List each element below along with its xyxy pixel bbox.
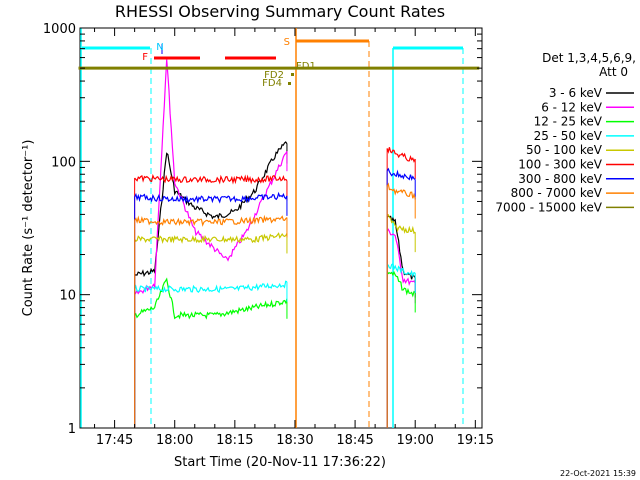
legend-header-1: Det 1,3,4,5,6,9,: [542, 51, 636, 65]
series-line: [134, 141, 288, 278]
x-tick-label: 18:30: [276, 433, 313, 448]
series-line: [386, 228, 416, 287]
x-axis-label: Start Time (20-Nov-11 17:36:22): [174, 455, 386, 470]
plot-frame: [79, 27, 483, 429]
legend-label: 100 - 300 keV: [518, 158, 602, 172]
annotation-label: FD4: [262, 78, 282, 89]
legend-label: 800 - 7000 keV: [511, 186, 603, 200]
overlay-lines: [80, 28, 464, 428]
x-tick-label: 19:15: [457, 433, 494, 448]
x-axis-ticks: 17:45 18:00 18:15 18:30 18:45 19:00 19:15: [94, 28, 494, 448]
annotation-label: FD1: [296, 61, 316, 72]
series-line: [134, 173, 288, 185]
series-line: [386, 213, 416, 235]
series-line: [386, 182, 416, 199]
series-line: [134, 277, 288, 320]
x-tick-label: 18:00: [156, 433, 193, 448]
x-tick-label: 19:00: [396, 433, 433, 448]
legend-label: 6 - 12 keV: [541, 100, 603, 114]
x-tick-label: 17:45: [96, 433, 133, 448]
annotation-label: S: [284, 37, 290, 48]
series-line: [386, 262, 416, 278]
y-tick-label: 10: [59, 289, 76, 304]
annotation-label: F: [142, 52, 148, 63]
legend-label: 25 - 50 keV: [534, 129, 603, 143]
fd4-marker: [288, 82, 291, 85]
y-tick-label: 1: [68, 422, 76, 437]
annotation-label: FD2: [264, 70, 284, 81]
y-axis-label: Count Rate (s⁻¹ detector⁻¹): [21, 140, 36, 317]
legend-label: 7000 - 15000 keV: [495, 200, 602, 214]
x-tick-label: 18:15: [216, 433, 253, 448]
y-axis-ticks: 1 10 100 1000: [43, 22, 482, 437]
legend-label: 3 - 6 keV: [549, 86, 603, 100]
series-layer: [78, 59, 480, 428]
legend-header-2: Att 0: [599, 65, 628, 79]
legend-label: 12 - 25 keV: [534, 115, 603, 129]
series-line: [134, 232, 288, 245]
y-tick-label: 100: [51, 155, 76, 170]
series-line: [386, 147, 416, 163]
legend-label: 300 - 800 keV: [518, 172, 602, 186]
series-line: [134, 59, 288, 296]
series-line: [134, 191, 288, 204]
series-line: [134, 280, 288, 294]
legend-label: 50 - 100 keV: [526, 143, 603, 157]
fd2-marker: [291, 73, 294, 76]
series-line: [386, 270, 416, 298]
chart-title: RHESSI Observing Summary Count Rates: [115, 2, 445, 21]
series-line: [386, 167, 416, 182]
y-tick-label: 1000: [43, 22, 76, 37]
series-line: [134, 214, 288, 227]
x-tick-label: 18:45: [336, 433, 373, 448]
annotation-label: N: [156, 42, 163, 53]
date-stamp: 22-Oct-2021 15:39: [560, 469, 636, 478]
